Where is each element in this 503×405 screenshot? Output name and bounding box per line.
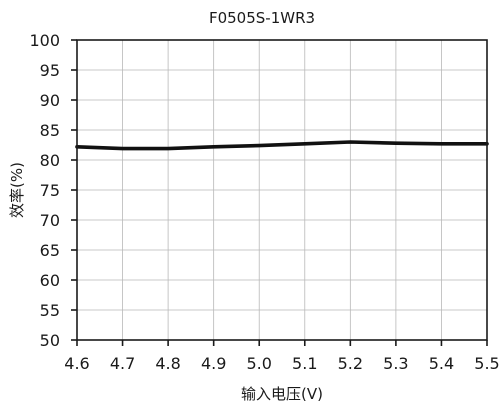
x-tick-label: 4.8 xyxy=(155,354,180,373)
x-tick-label: 4.6 xyxy=(64,354,89,373)
y-tick-label: 70 xyxy=(40,211,60,230)
y-tick-label: 85 xyxy=(40,121,60,140)
x-tick-label: 5.5 xyxy=(474,354,499,373)
grid xyxy=(77,40,487,340)
x-tick-labels: 4.6 4.7 4.8 4.9 5.0 5.1 5.2 5.3 5.4 5.5 xyxy=(64,354,499,373)
x-tick-label: 5.1 xyxy=(292,354,317,373)
y-tick-label: 50 xyxy=(40,331,60,350)
y-tick-label: 90 xyxy=(40,91,60,110)
x-tick-label: 4.9 xyxy=(201,354,226,373)
y-tick-label: 55 xyxy=(40,301,60,320)
y-tick-label: 80 xyxy=(40,151,60,170)
y-axis-label: 效率(%) xyxy=(8,162,26,218)
x-tick-label: 4.7 xyxy=(110,354,135,373)
tick-marks xyxy=(71,39,488,346)
x-axis-label: 输入电压(V) xyxy=(241,385,323,403)
y-tick-label: 60 xyxy=(40,271,60,290)
y-tick-label: 100 xyxy=(29,31,60,50)
y-tick-label: 75 xyxy=(40,181,60,200)
series-layer xyxy=(75,140,489,151)
x-tick-label: 5.3 xyxy=(383,354,408,373)
x-tick-label: 5.2 xyxy=(338,354,363,373)
chart-title: F0505S-1WR3 xyxy=(209,9,315,27)
x-tick-label: 5.4 xyxy=(429,354,454,373)
y-tick-labels: 100 95 90 85 80 75 70 65 60 55 50 xyxy=(29,31,60,350)
x-tick-label: 5.0 xyxy=(246,354,271,373)
y-tick-label: 65 xyxy=(40,241,60,260)
efficiency-series-line xyxy=(75,140,489,151)
y-tick-label: 95 xyxy=(40,61,60,80)
